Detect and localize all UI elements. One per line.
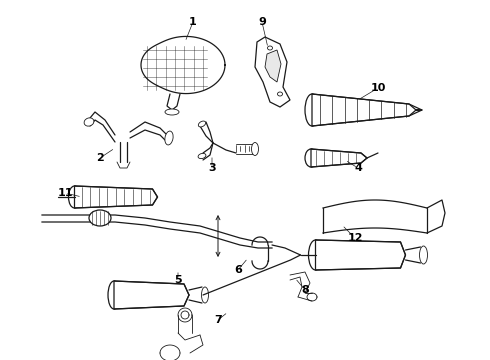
Polygon shape: [323, 200, 427, 233]
Ellipse shape: [89, 210, 111, 226]
Text: 2: 2: [96, 153, 104, 163]
Text: 4: 4: [354, 163, 362, 173]
Text: 6: 6: [234, 265, 242, 275]
Text: 12: 12: [347, 233, 363, 243]
Polygon shape: [74, 186, 157, 208]
Ellipse shape: [251, 143, 259, 156]
Ellipse shape: [108, 281, 120, 309]
Polygon shape: [316, 240, 406, 270]
Ellipse shape: [419, 246, 427, 264]
Ellipse shape: [69, 186, 80, 208]
Ellipse shape: [165, 131, 173, 145]
Ellipse shape: [305, 149, 317, 167]
Ellipse shape: [84, 118, 94, 126]
Polygon shape: [312, 94, 422, 126]
Polygon shape: [114, 281, 189, 309]
Text: 9: 9: [258, 17, 266, 27]
Text: 5: 5: [174, 275, 182, 285]
Text: 10: 10: [370, 83, 386, 93]
Ellipse shape: [201, 287, 209, 303]
Polygon shape: [141, 36, 225, 94]
Text: 11: 11: [57, 188, 73, 198]
Text: 1: 1: [189, 17, 197, 27]
Text: 7: 7: [214, 315, 222, 325]
Ellipse shape: [198, 153, 206, 159]
Ellipse shape: [165, 109, 179, 115]
Ellipse shape: [277, 92, 283, 96]
Ellipse shape: [305, 94, 319, 126]
Ellipse shape: [309, 240, 322, 270]
Polygon shape: [311, 149, 367, 167]
Text: 3: 3: [208, 163, 216, 173]
Polygon shape: [265, 50, 281, 82]
Text: 8: 8: [301, 285, 309, 295]
Ellipse shape: [198, 121, 206, 127]
Ellipse shape: [268, 46, 272, 50]
Polygon shape: [255, 37, 290, 107]
